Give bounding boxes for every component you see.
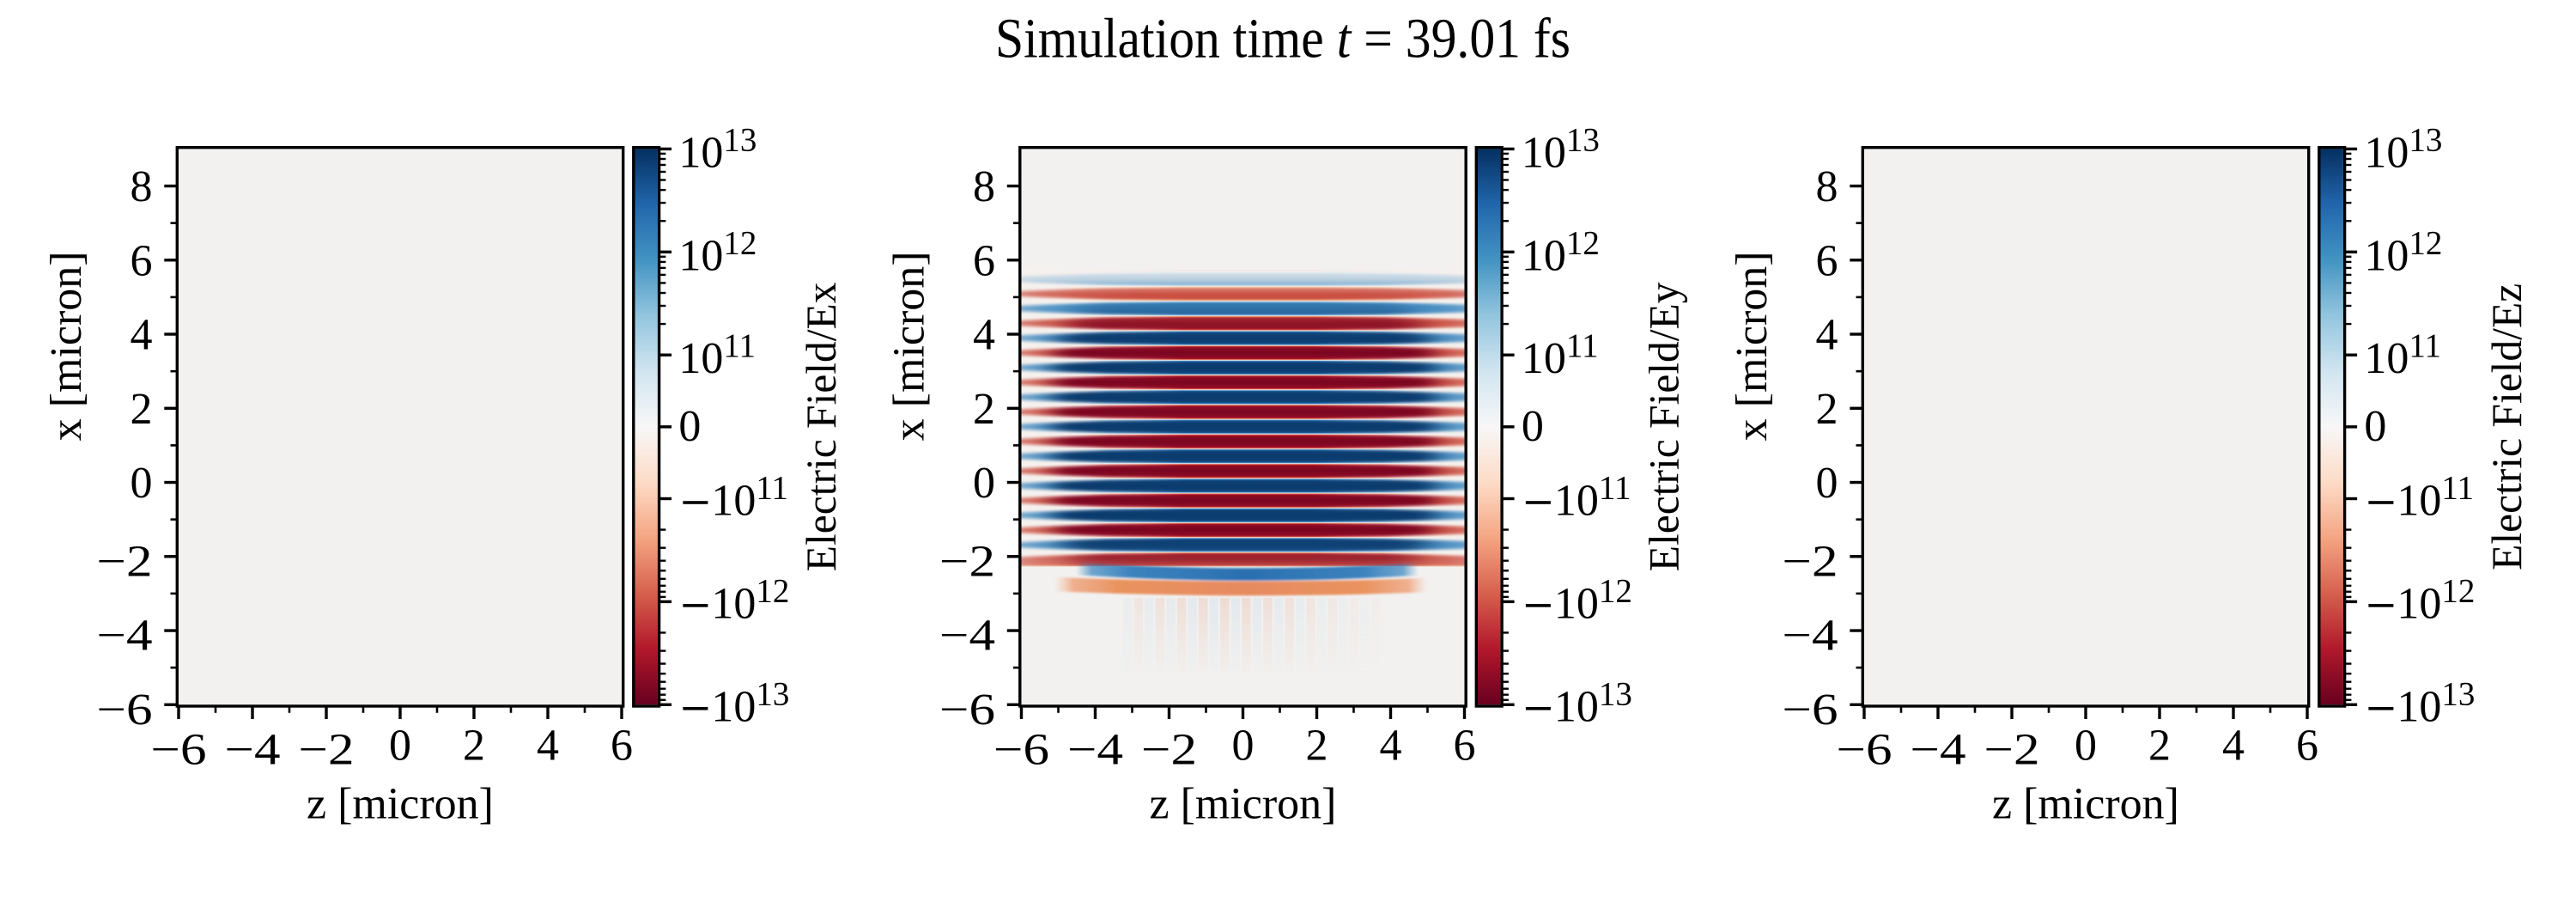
svg-text:0: 0 xyxy=(1816,459,1838,508)
svg-text:2: 2 xyxy=(463,722,485,771)
svg-text:0: 0 xyxy=(678,402,701,451)
svg-text:−4: −4 xyxy=(939,612,995,661)
svg-text:1012: 1012 xyxy=(711,572,789,628)
svg-text:0: 0 xyxy=(973,459,995,508)
svg-text:2: 2 xyxy=(2148,722,2171,771)
svg-text:1012: 1012 xyxy=(2397,572,2475,628)
svg-text:−2: −2 xyxy=(1141,726,1197,775)
svg-text:−4: −4 xyxy=(225,726,281,775)
svg-text:−2: −2 xyxy=(1783,537,1838,586)
svg-text:−6: −6 xyxy=(993,726,1049,775)
svg-text:6: 6 xyxy=(2296,722,2318,771)
svg-text:8: 8 xyxy=(131,162,153,211)
svg-text:x [micron]: x [micron] xyxy=(885,251,934,441)
svg-text:2: 2 xyxy=(973,385,995,434)
svg-text:−2: −2 xyxy=(299,726,355,775)
svg-text:−4: −4 xyxy=(1783,612,1838,661)
svg-text:z [micron]: z [micron] xyxy=(1992,780,2179,829)
svg-text:x [micron]: x [micron] xyxy=(42,251,91,441)
svg-text:−4: −4 xyxy=(1067,726,1123,775)
svg-text:0: 0 xyxy=(389,722,411,771)
svg-text:−6: −6 xyxy=(97,686,153,734)
svg-text:z [micron]: z [micron] xyxy=(307,780,494,829)
svg-text:6: 6 xyxy=(1816,236,1838,285)
svg-text:6: 6 xyxy=(973,236,995,285)
svg-text:−6: −6 xyxy=(1783,686,1838,734)
svg-text:0: 0 xyxy=(2075,722,2097,771)
svg-text:1011: 1011 xyxy=(2397,470,2474,526)
svg-text:8: 8 xyxy=(1816,162,1838,211)
svg-text:Simulation time t = 39.01 fs: Simulation time t = 39.01 fs xyxy=(995,7,1571,70)
svg-text:4: 4 xyxy=(2222,722,2245,771)
svg-text:Electric Field/Ez: Electric Field/Ez xyxy=(2483,283,2530,570)
svg-text:1013: 1013 xyxy=(1554,675,1632,731)
svg-text:−2: −2 xyxy=(97,537,153,586)
svg-text:Electric Field/Ex: Electric Field/Ex xyxy=(798,282,845,571)
svg-text:1013: 1013 xyxy=(711,675,789,731)
svg-text:4: 4 xyxy=(1380,722,1402,771)
svg-text:−6: −6 xyxy=(151,726,207,775)
svg-text:Electric Field/Ey: Electric Field/Ey xyxy=(1641,282,1688,571)
svg-text:8: 8 xyxy=(973,162,995,211)
svg-text:6: 6 xyxy=(131,236,153,285)
svg-text:1012: 1012 xyxy=(678,224,756,280)
svg-text:−6: −6 xyxy=(1837,726,1893,775)
svg-text:−4: −4 xyxy=(97,612,153,661)
svg-text:2: 2 xyxy=(1816,385,1838,434)
svg-text:0: 0 xyxy=(1522,402,1544,451)
svg-text:0: 0 xyxy=(131,459,153,508)
svg-text:2: 2 xyxy=(131,385,153,434)
svg-text:x [micron]: x [micron] xyxy=(1728,251,1777,441)
svg-text:−2: −2 xyxy=(1984,726,2040,775)
svg-text:z [micron]: z [micron] xyxy=(1149,780,1336,829)
svg-text:0: 0 xyxy=(2364,402,2386,451)
svg-text:1013: 1013 xyxy=(678,121,756,177)
svg-text:4: 4 xyxy=(973,311,995,360)
svg-text:0: 0 xyxy=(1232,722,1255,771)
svg-text:4: 4 xyxy=(537,722,559,771)
svg-text:6: 6 xyxy=(611,722,633,771)
svg-text:2: 2 xyxy=(1306,722,1328,771)
svg-text:6: 6 xyxy=(1454,722,1476,771)
svg-text:4: 4 xyxy=(1816,311,1838,360)
svg-text:−4: −4 xyxy=(1911,726,1966,775)
svg-text:4: 4 xyxy=(131,311,153,360)
svg-text:−6: −6 xyxy=(939,686,995,734)
svg-text:−2: −2 xyxy=(939,537,995,586)
